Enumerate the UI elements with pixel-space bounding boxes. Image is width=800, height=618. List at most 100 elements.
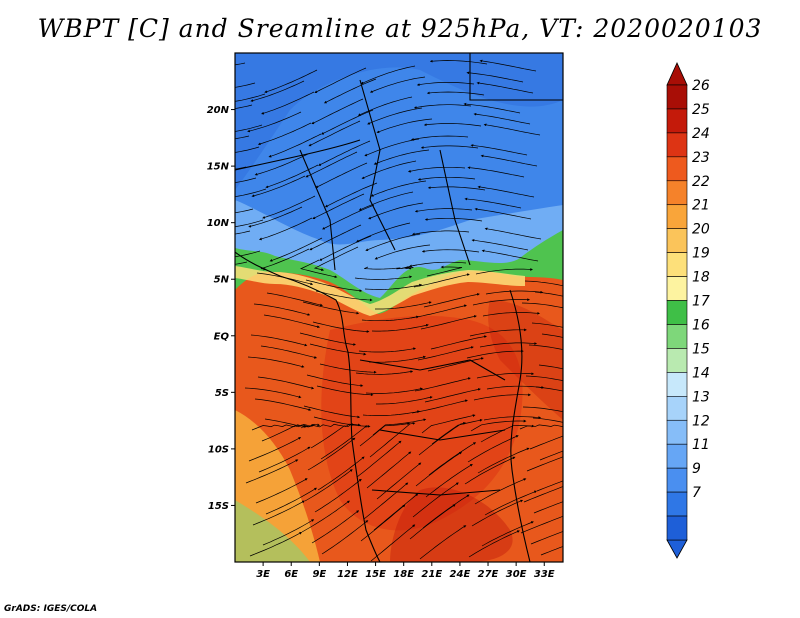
mild-shading	[235, 200, 563, 300]
streamline	[251, 175, 306, 198]
streamline	[416, 82, 475, 87]
streamline	[471, 238, 529, 251]
streamline	[268, 133, 322, 158]
lon-tick-label: 30E	[506, 569, 527, 580]
lat-tick-label: 15N	[207, 162, 230, 173]
streamline	[320, 425, 368, 460]
streamline	[464, 197, 522, 209]
streamline	[484, 490, 537, 516]
streamline	[479, 59, 537, 72]
streamline	[305, 151, 358, 178]
streamline	[476, 81, 534, 94]
streamline	[481, 521, 534, 547]
streamline	[311, 510, 360, 544]
streamline	[366, 451, 412, 489]
streamline	[299, 259, 338, 279]
streamline	[373, 149, 430, 165]
streamline	[250, 334, 308, 347]
streamline	[483, 123, 541, 136]
streamline	[422, 494, 470, 529]
streamline	[269, 237, 323, 262]
streamline	[304, 469, 353, 502]
streamline	[374, 244, 431, 260]
streamline	[313, 246, 359, 272]
lon-tick-label: 3E	[256, 569, 270, 580]
colorbar-label: 9	[692, 461, 701, 477]
cold-shading	[235, 53, 563, 190]
streamline	[373, 493, 419, 531]
streamline	[539, 450, 563, 461]
streamline	[364, 283, 423, 290]
streamline	[235, 177, 257, 183]
streamline	[370, 524, 416, 562]
colorbar-under-triangle	[666, 539, 688, 559]
hot-core-shading	[321, 315, 523, 531]
streamline	[463, 102, 521, 114]
colorbar-swatch	[666, 84, 688, 110]
streamline	[235, 82, 256, 88]
streamline	[301, 500, 350, 533]
colorbar-label: 22	[692, 174, 710, 190]
lon-tick-label: 24E	[450, 569, 471, 580]
streamline	[410, 304, 467, 319]
borders	[235, 53, 563, 562]
streamline	[264, 69, 318, 93]
lon-tick-label: 33E	[534, 569, 555, 580]
colorbar-swatch	[666, 156, 688, 182]
east-border	[439, 149, 471, 266]
streamline	[411, 230, 470, 236]
longitude-axis: 3E 6E 9E 12E 15E 18E 21E 24E 27E 30E 33E	[256, 562, 555, 580]
streamline	[235, 208, 254, 214]
streamline	[526, 456, 563, 472]
streamline	[244, 387, 302, 399]
lat-tick-label: EQ	[214, 331, 230, 342]
streamline	[420, 145, 479, 149]
streamline	[356, 440, 402, 478]
lon-tick-label: 15E	[365, 569, 386, 580]
streamlines	[235, 59, 563, 562]
streamline	[248, 437, 302, 462]
streamline	[251, 424, 307, 431]
streamline	[235, 166, 247, 170]
colorbar-label: 25	[692, 102, 710, 118]
colorbar-swatch	[666, 108, 688, 134]
credit-text: GrADS: IGES/COLA	[4, 604, 98, 614]
streamline	[467, 435, 519, 463]
streamline	[310, 423, 361, 449]
streamline	[260, 345, 318, 359]
streamline	[426, 265, 463, 277]
colorbar-swatch	[666, 396, 688, 421]
streamline	[520, 515, 563, 534]
streamline	[315, 162, 368, 188]
streamline	[421, 249, 480, 253]
streamline	[356, 222, 411, 243]
streamline	[414, 208, 473, 213]
streamline	[364, 138, 420, 157]
streamline	[536, 480, 563, 492]
streamline	[428, 442, 477, 476]
streamline	[531, 322, 563, 328]
colorbar-label: 7	[692, 485, 701, 501]
streamline	[370, 180, 427, 197]
streamline	[357, 96, 413, 116]
streamline	[309, 224, 362, 251]
streamline	[431, 418, 483, 445]
streamline	[475, 268, 533, 275]
streamline	[253, 303, 311, 316]
streamline	[474, 207, 532, 220]
streamline	[419, 525, 467, 560]
streamline	[247, 111, 302, 133]
colorbar-label: 24	[692, 126, 710, 142]
streamline	[423, 123, 482, 127]
streamline	[412, 482, 459, 518]
colorbar-label: 21	[692, 198, 710, 214]
map-frame	[234, 52, 564, 563]
streamline	[525, 375, 563, 382]
streamline	[317, 456, 365, 491]
streamline	[323, 78, 377, 104]
streamline	[235, 146, 260, 153]
colorbar: 26 25 24 23 22 21 20 19 18 17 16 15 14 13 12 11 9 7	[666, 62, 710, 559]
streamline	[472, 298, 530, 306]
lon-tick-label: 12E	[337, 569, 358, 580]
lon-tick-label: 9E	[312, 569, 326, 580]
